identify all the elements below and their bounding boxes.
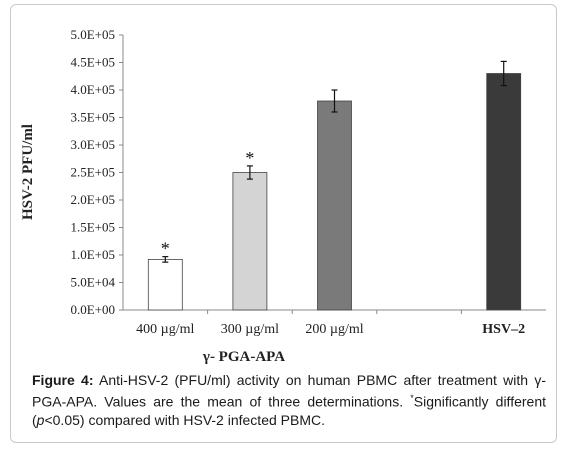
caption-text-4: <0.05) compared with HSV-2 infected PBMC… <box>44 411 325 428</box>
caption-text-1: Anti-HSV-2 (PFU/ml) activity on human PB… <box>93 372 535 388</box>
bar <box>147 258 183 311</box>
y-axis: 0.0E+00 5.0E+04 1.0E+05 1.5E+05 2.0E+05 2.5E+… <box>70 27 124 317</box>
bar <box>486 73 522 311</box>
significance-marker: * <box>161 239 170 259</box>
figure-caption: Figure 4: Anti-HSV-2 (PFU/ml) activity o… <box>32 371 546 429</box>
bar <box>317 100 352 311</box>
bar <box>232 172 268 311</box>
y-tick-label: 2.5E+05 <box>70 165 115 180</box>
y-tick-label: 5.0E+04 <box>70 275 115 290</box>
x-axis-label: γ- PGA-APA <box>202 349 285 365</box>
y-tick-label: 3.0E+05 <box>70 137 115 152</box>
x-tick-label: 400 µg/ml <box>136 322 194 337</box>
significance-marker: * <box>245 148 254 168</box>
caption-p-italic: p <box>36 411 45 428</box>
caption-symbol: γ <box>534 372 542 388</box>
y-tick-label: 5.0E+05 <box>70 27 115 42</box>
caption-label: Figure 4: <box>32 372 94 388</box>
y-tick-label: 0.0E+00 <box>70 302 115 317</box>
x-tick-label: HSV–2 <box>482 322 525 337</box>
x-tick-label: 200 µg/ml <box>305 322 363 337</box>
caption-footnote-mark: * <box>410 393 414 403</box>
x-tick-label: 300 µg/ml <box>221 322 279 337</box>
y-tick-label: 3.5E+05 <box>70 110 115 125</box>
y-axis-label: HSV-2 PFU/ml <box>20 124 36 220</box>
y-tick-label: 1.5E+05 <box>70 220 115 235</box>
y-tick-label: 2.0E+05 <box>70 192 115 207</box>
y-tick-label: 4.5E+05 <box>70 55 115 70</box>
caption-text-3: Significantly different ( <box>32 393 546 428</box>
caption-text-2: -PGA-APA. Values are the mean of three d… <box>32 372 546 410</box>
x-axis: 400 µg/ml 300 µg/ml 200 µg/ml HSV–2 <box>123 309 546 337</box>
y-tick-label: 4.0E+05 <box>70 82 115 97</box>
y-tick-label: 1.0E+05 <box>70 247 115 262</box>
figure-frame <box>10 4 557 443</box>
bars: ** <box>147 60 522 311</box>
